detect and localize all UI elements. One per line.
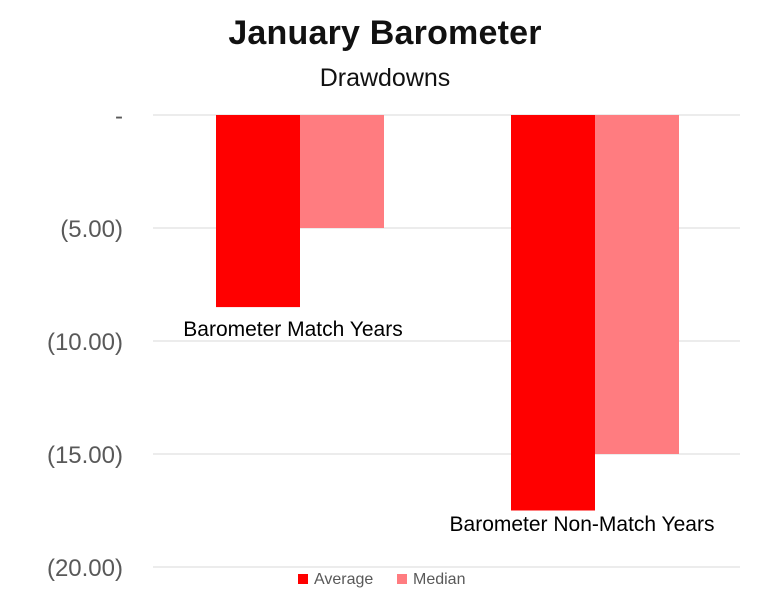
legend-swatch <box>397 574 407 584</box>
legend-swatch <box>298 574 308 584</box>
category-label: Barometer Match Years <box>183 318 402 341</box>
bar-average <box>511 115 595 511</box>
chart-title: January Barometer <box>228 14 542 52</box>
bar-median <box>300 115 384 228</box>
bar-average <box>216 115 300 308</box>
y-tick-label: (15.00) <box>47 442 123 469</box>
chart-subtitle: Drawdowns <box>319 64 451 92</box>
y-tick-label: (10.00) <box>47 329 123 356</box>
legend-label: Median <box>413 571 465 588</box>
y-tick-label: (5.00) <box>60 216 123 243</box>
category-label: Barometer Non-Match Years <box>450 513 715 536</box>
bar-median <box>595 115 679 454</box>
legend-label: Average <box>314 571 373 588</box>
y-tick-label: - <box>115 103 123 130</box>
y-tick-label: (20.00) <box>47 555 123 582</box>
